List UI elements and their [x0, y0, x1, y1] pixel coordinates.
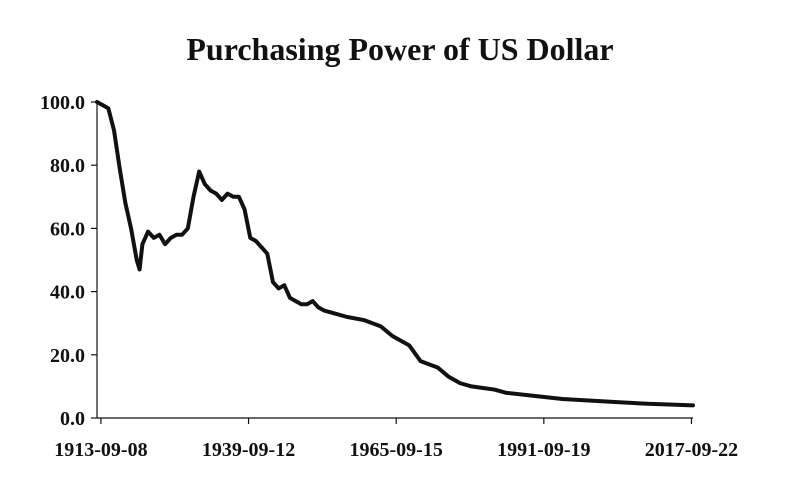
series-point	[180, 233, 184, 237]
y-tick-label: 40.0	[50, 282, 85, 304]
series-point	[316, 305, 320, 309]
series-point	[691, 403, 695, 407]
series-point	[209, 188, 213, 192]
series-line	[95, 100, 695, 408]
series-point	[163, 242, 167, 246]
series-point	[674, 403, 678, 407]
series-point	[243, 207, 247, 211]
series-point	[191, 195, 195, 199]
series-point	[504, 391, 508, 395]
series-point	[254, 239, 258, 243]
series-point	[481, 386, 485, 390]
series-point	[146, 230, 150, 234]
series-point	[299, 302, 303, 306]
series-point	[458, 381, 462, 385]
series-point	[345, 315, 349, 319]
series-point	[282, 283, 286, 287]
series-point	[95, 100, 99, 104]
series-point	[101, 103, 105, 107]
series-point	[470, 384, 474, 388]
series-point	[106, 106, 110, 110]
series-point	[362, 318, 366, 322]
series-point	[589, 399, 593, 403]
series-point	[226, 192, 230, 196]
series-point	[152, 236, 156, 240]
series-layer	[95, 100, 695, 408]
series-point	[203, 182, 207, 186]
series-point	[169, 236, 173, 240]
series-point	[123, 201, 127, 205]
series-point	[118, 166, 122, 170]
series-point	[174, 233, 178, 237]
x-tick-label: 1913-09-08	[54, 439, 147, 461]
y-tick-label: 0.0	[60, 408, 85, 430]
series-point	[265, 252, 269, 256]
series-point	[214, 192, 218, 196]
series-point	[379, 324, 383, 328]
series-point	[237, 195, 241, 199]
series-point	[140, 242, 144, 246]
series-point	[311, 299, 315, 303]
series-point	[419, 359, 423, 363]
y-tick-group: 100.0 80.0 60.0 40.0 20.0 0.0	[40, 92, 97, 430]
chart-title: Purchasing Power of US Dollar	[186, 31, 613, 67]
series-point	[646, 402, 650, 406]
series-point	[112, 128, 116, 132]
series-point	[390, 334, 394, 338]
series-point	[129, 226, 133, 230]
series-point	[322, 309, 326, 313]
series-point	[260, 245, 264, 249]
series-point	[135, 258, 139, 262]
series-point	[220, 198, 224, 202]
series-point	[277, 286, 281, 290]
series-point	[492, 388, 496, 392]
series-point	[407, 343, 411, 347]
x-tick-label: 1991-09-19	[497, 439, 590, 461]
series-point	[294, 299, 298, 303]
series-point	[333, 312, 337, 316]
x-tick-label: 1939-09-12	[202, 439, 295, 461]
series-point	[248, 236, 252, 240]
series-point	[617, 400, 621, 404]
series-point	[288, 296, 292, 300]
series-point	[271, 280, 275, 284]
series-point	[532, 394, 536, 398]
series-point	[305, 302, 309, 306]
x-tick-label: 2017-09-22	[645, 439, 738, 461]
series-point	[560, 397, 564, 401]
y-tick-label: 20.0	[50, 345, 85, 367]
series-point	[157, 233, 161, 237]
series-point	[138, 267, 142, 271]
x-tick-group: 1913-09-08 1939-09-12 1965-09-15 1991-09-19…	[54, 418, 738, 461]
y-tick-label: 100.0	[40, 92, 85, 114]
y-tick-label: 80.0	[50, 155, 85, 177]
x-tick-label: 1965-09-15	[350, 439, 443, 461]
series-point	[447, 375, 451, 379]
series-point	[436, 365, 440, 369]
y-tick-label: 60.0	[50, 218, 85, 240]
series-point	[197, 170, 201, 174]
series-point	[231, 195, 235, 199]
series-point	[186, 226, 190, 230]
